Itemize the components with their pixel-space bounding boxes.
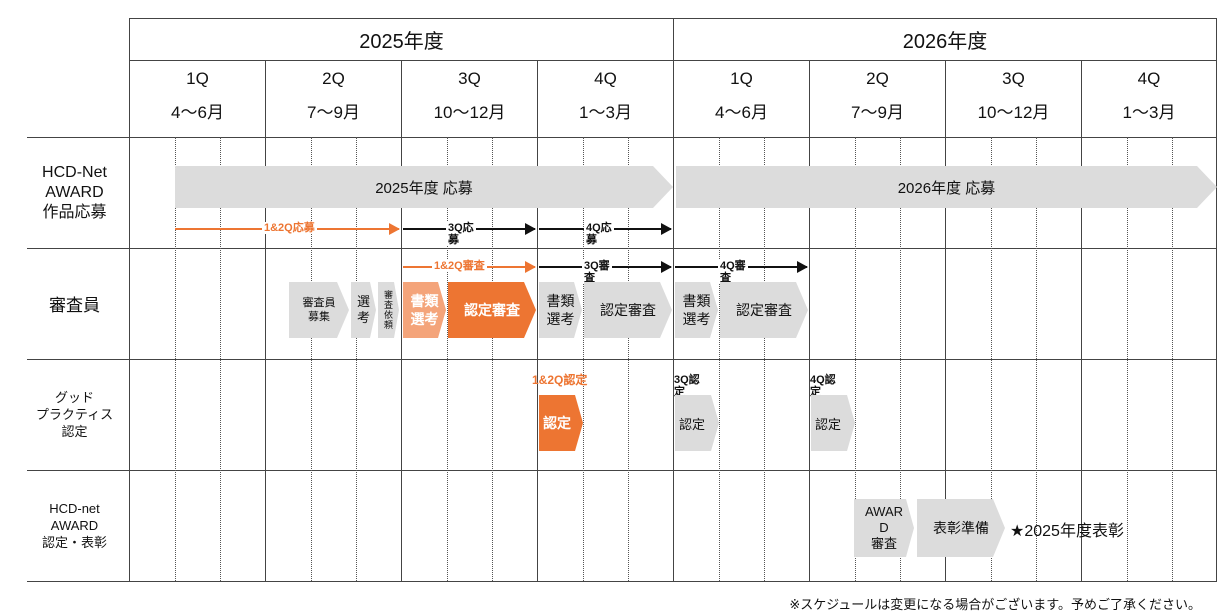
quarter-label: 2Q bbox=[322, 69, 345, 88]
month-line bbox=[492, 137, 493, 581]
quarter-months: 1～3月 bbox=[579, 103, 632, 122]
cert-label-1-2q: 1&2Q認定 bbox=[532, 373, 588, 387]
grid-line bbox=[537, 137, 538, 581]
footnote: ※スケジュールは変更になる場合がございます。予めご了承ください。 bbox=[789, 597, 1201, 612]
bar-cert-1-2q: 認定 bbox=[539, 395, 583, 451]
arrow-label: 3Q審 査 bbox=[582, 260, 612, 284]
bar-judge-recruit: 審査員 募集 bbox=[289, 282, 349, 338]
bar-selection: 選 考 bbox=[351, 282, 376, 338]
month-line bbox=[175, 137, 176, 581]
cert-label-4q: 4Q認 定 bbox=[810, 374, 836, 398]
month-line bbox=[583, 137, 584, 581]
grid-line bbox=[401, 60, 402, 137]
bar-doc-review-2: 書類 選考 bbox=[539, 282, 582, 338]
month-line bbox=[991, 137, 992, 581]
bar-doc-review-3: 書類 選考 bbox=[675, 282, 718, 338]
quarter-label: 4Q bbox=[594, 69, 617, 88]
quarter-label: 3Q bbox=[458, 69, 481, 88]
grid-line bbox=[27, 359, 1217, 360]
grid-line bbox=[673, 137, 674, 581]
bar-cert-review-1: 認定審査 bbox=[448, 282, 536, 338]
grid-line bbox=[673, 18, 674, 137]
month-line bbox=[356, 137, 357, 581]
quarter-label: 1Q bbox=[730, 69, 753, 88]
grid-line bbox=[27, 137, 1217, 138]
month-line bbox=[719, 137, 720, 581]
year-header-2026: 2026年度 bbox=[902, 31, 988, 53]
month-line bbox=[311, 137, 312, 581]
grid-line bbox=[809, 60, 810, 137]
arrow-label: 4Q応 募 bbox=[584, 222, 614, 246]
row-label-award-cert: HCD-net AWARD 認定・表彰 bbox=[41, 501, 107, 550]
quarter-label: 3Q bbox=[1002, 69, 1025, 88]
grid-line bbox=[537, 60, 538, 137]
arrow-label: 3Q応 募 bbox=[446, 222, 476, 246]
bar-review-request: 審 査 依 頼 bbox=[378, 282, 399, 338]
grid-line bbox=[401, 137, 402, 581]
row-label-good-practice: グッド プラクティス 認定 bbox=[35, 390, 114, 439]
month-line bbox=[628, 137, 629, 581]
row-label-judges: 審査員 bbox=[49, 296, 100, 315]
grid-line bbox=[945, 60, 946, 137]
month-line bbox=[447, 137, 448, 581]
quarter-label: 1Q bbox=[186, 69, 209, 88]
bar-award-prep: 表彰準備 bbox=[917, 499, 1005, 557]
quarter-months: 1～3月 bbox=[1122, 103, 1176, 122]
cert-label-3q: 3Q認 定 bbox=[674, 374, 700, 398]
grid-line bbox=[809, 137, 810, 581]
grid-line bbox=[27, 581, 1217, 582]
grid-line bbox=[1081, 137, 1082, 581]
quarter-label: 2Q bbox=[866, 69, 889, 88]
quarter-months: 7～9月 bbox=[851, 103, 904, 122]
entry-bar-2026: 2026年度 応募 bbox=[676, 166, 1217, 208]
grid-line bbox=[1081, 60, 1082, 137]
year-header-2025: 2025年度 bbox=[359, 31, 444, 53]
month-line bbox=[900, 137, 901, 581]
bar-cert-review-3: 認定審査 bbox=[720, 282, 808, 338]
month-line bbox=[855, 137, 856, 581]
grid-line bbox=[1216, 18, 1217, 581]
row-label-award-entry: HCD-Net AWARD 作品応募 bbox=[42, 163, 107, 221]
month-line bbox=[1172, 137, 1173, 581]
grid-line bbox=[27, 248, 1217, 249]
bar-cert-review-2: 認定審査 bbox=[584, 282, 672, 338]
award-ceremony-2025: ★2025年度表彰 bbox=[1010, 523, 1124, 540]
month-line bbox=[1127, 137, 1128, 581]
grid-line bbox=[265, 60, 266, 137]
grid-line bbox=[945, 137, 946, 581]
month-line bbox=[220, 137, 221, 581]
arrow-label: 1&2Q審査 bbox=[432, 260, 487, 272]
arrow-label: 1&2Q応募 bbox=[262, 222, 317, 234]
quarter-label: 4Q bbox=[1137, 69, 1161, 88]
quarter-months: 10～12月 bbox=[977, 103, 1050, 122]
quarter-months: 4～6月 bbox=[171, 103, 224, 122]
quarter-months: 10～12月 bbox=[433, 103, 506, 122]
grid-line bbox=[129, 18, 130, 581]
grid-line bbox=[265, 137, 266, 581]
quarter-months: 7～9月 bbox=[307, 103, 360, 122]
bar-cert-4q: 認定 bbox=[811, 395, 855, 451]
grid-line bbox=[27, 470, 1217, 471]
bar-doc-review-1: 書類 選考 bbox=[403, 282, 446, 338]
entry-bar-2025: 2025年度 応募 bbox=[175, 166, 673, 208]
arrow-label: 4Q審 査 bbox=[718, 260, 748, 284]
quarter-months: 4～6月 bbox=[715, 103, 768, 122]
bar-cert-3q: 認定 bbox=[675, 395, 719, 451]
month-line bbox=[764, 137, 765, 581]
bar-award-review: AWAR D 審査 bbox=[854, 499, 914, 557]
month-line bbox=[1036, 137, 1037, 581]
